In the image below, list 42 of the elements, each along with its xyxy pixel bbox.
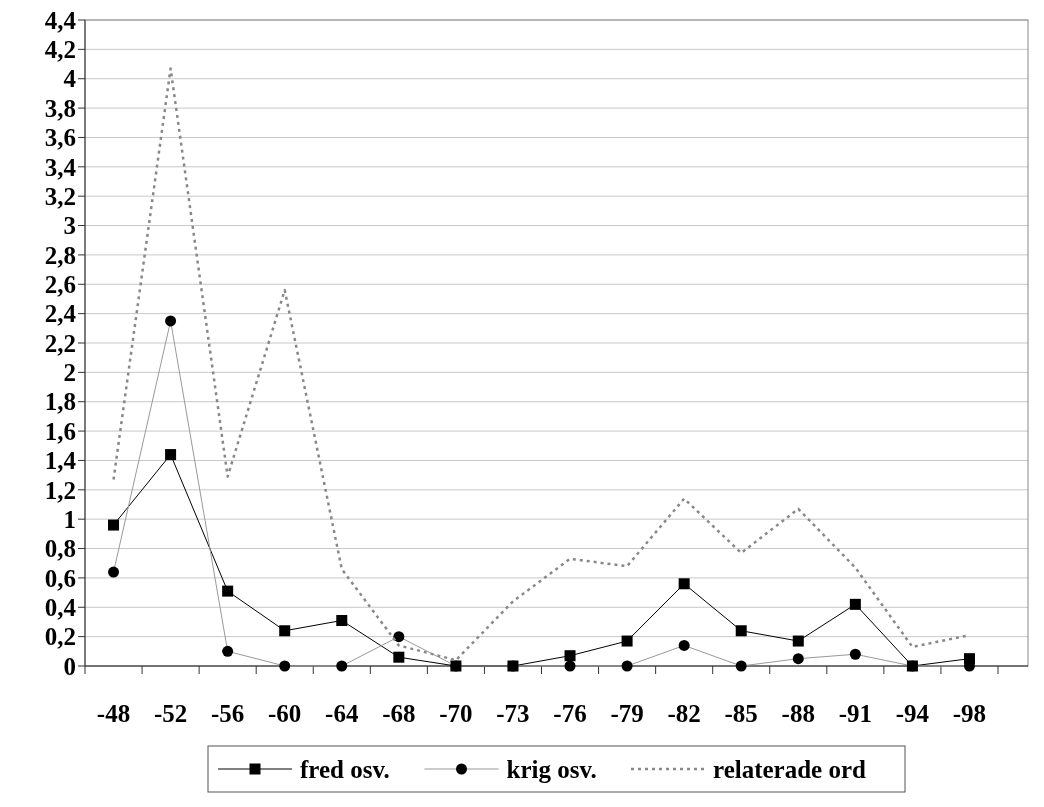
x-tick-label: -91 [838,700,873,727]
y-tick-label: 2,4 [44,300,77,328]
y-tick-label: 2,2 [44,329,76,357]
y-tick-label: 0 [63,652,76,680]
x-tick-label: -98 [952,700,987,727]
x-tick-label: -94 [895,700,930,727]
y-tick-label: 0,8 [44,535,76,563]
x-tick-label: -52 [153,700,188,727]
y-tick-label: 3,6 [44,124,76,152]
x-tick-label: -82 [667,700,701,727]
x-tick-label: -85 [724,700,758,727]
y-tick-label: 1,4 [44,447,77,475]
x-tick-label: -56 [210,700,245,727]
y-tick-label: 3,8 [44,94,76,122]
x-tick-label: -79 [610,700,644,727]
legend-label: fred osv. [300,755,390,783]
y-tick-label: 0,4 [44,594,77,622]
y-tick-label: 4,2 [44,36,76,64]
y-tick-label: 3,4 [44,153,77,181]
x-tick-label: -48 [96,700,131,727]
x-tick-label: -68 [382,700,416,727]
y-tick-label: 2,8 [44,241,76,269]
y-tick-label: 3 [63,212,76,240]
x-tick-label: -73 [496,700,530,727]
y-tick-label: 1 [63,505,76,533]
y-tick-label: 4,4 [44,6,77,34]
x-tick-label: -64 [325,700,359,727]
y-tick-label: 1,8 [44,388,76,416]
y-tick-label: 0,6 [44,564,76,592]
legend-label: krig osv. [506,755,597,783]
y-tick-label: 4 [63,65,77,93]
y-tick-label: 3,2 [44,182,76,210]
y-tick-label: 1,6 [44,417,76,445]
y-tick-label: 0,2 [44,623,76,651]
y-tick-label: 2 [63,359,76,387]
x-tick-label: -60 [268,700,302,727]
x-tick-label: -70 [439,700,473,727]
x-tick-label: -76 [553,700,587,727]
legend-label: relaterade ord [713,755,867,783]
y-tick-label: 1,2 [44,476,76,504]
y-tick-label: 2,6 [44,271,76,299]
x-tick-label: -88 [781,700,815,727]
